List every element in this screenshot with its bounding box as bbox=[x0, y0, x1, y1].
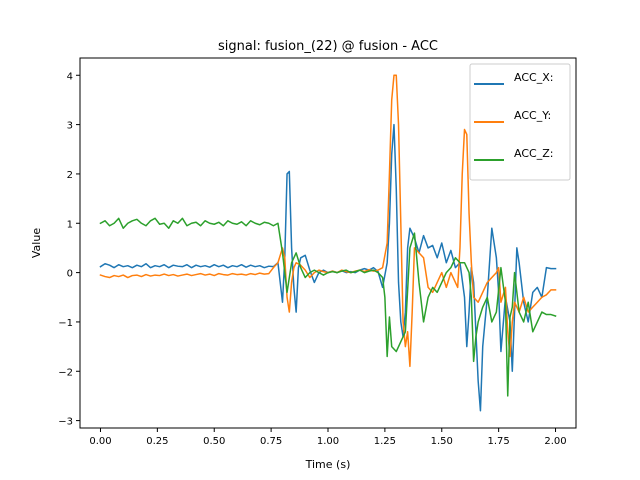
x-tick-label: 1.25 bbox=[374, 436, 396, 447]
chart-title: signal: fusion_(22) @ fusion - ACC bbox=[218, 39, 438, 54]
series-line-3 bbox=[99, 217, 557, 397]
y-tick-label: 3 bbox=[67, 121, 73, 132]
y-axis: −3 −2 −1 0 1 2 3 4 bbox=[58, 71, 80, 428]
x-tick-label: 1.75 bbox=[488, 436, 510, 447]
x-tick-label: 1.50 bbox=[431, 436, 453, 447]
legend-label-3: ACC_Z: bbox=[514, 147, 553, 160]
x-tick-label: 0.50 bbox=[203, 436, 225, 447]
x-tick-label: 0.75 bbox=[260, 436, 282, 447]
y-tick-label: −3 bbox=[58, 417, 73, 428]
x-tick-label: 2.00 bbox=[544, 436, 566, 447]
x-tick-label: 0.25 bbox=[146, 436, 168, 447]
x-tick-label: 1.00 bbox=[317, 436, 339, 447]
y-tick-label: 0 bbox=[67, 269, 73, 280]
y-axis-label: Value bbox=[30, 228, 43, 258]
x-axis: 0.00 0.25 0.50 0.75 1.00 1.25 1.50 1.75 2.00 bbox=[89, 428, 567, 447]
legend: ACC_X: ACC_Y: ACC_Z: bbox=[469, 63, 571, 181]
y-tick-label: −1 bbox=[58, 318, 73, 329]
legend-label-1: ACC_X: bbox=[514, 71, 553, 84]
legend-box bbox=[469, 63, 571, 181]
x-axis-label: Time (s) bbox=[305, 458, 351, 471]
y-tick-label: −2 bbox=[58, 367, 73, 378]
x-tick-label: 0.00 bbox=[89, 436, 111, 447]
legend-label-2: ACC_Y: bbox=[514, 109, 551, 122]
y-tick-label: 1 bbox=[67, 219, 73, 230]
y-tick-label: 4 bbox=[67, 71, 73, 82]
plot-area bbox=[99, 74, 557, 412]
y-tick-label: 2 bbox=[67, 170, 73, 181]
